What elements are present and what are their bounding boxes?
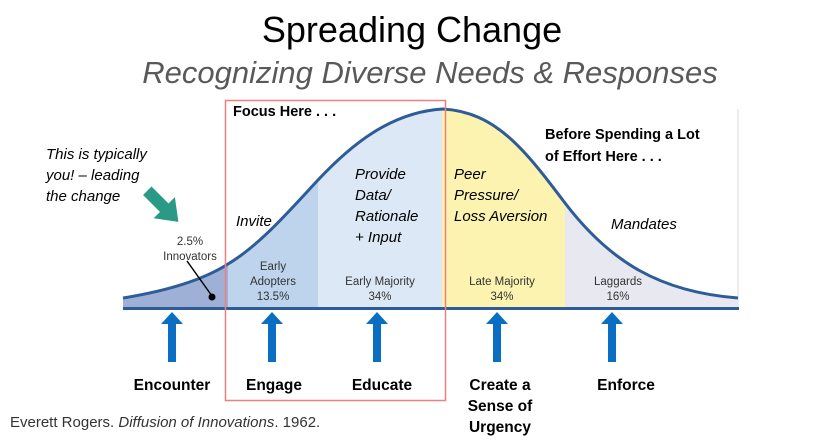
segment-label-early-majority: Early Majority 34% — [330, 275, 430, 305]
peer-line1: Peer — [454, 166, 486, 183]
action-educate: Educate — [351, 377, 413, 394]
early-adopters-name-line2: Adopters — [249, 276, 297, 288]
strategy-peer-pressure: Peer Pressure/ Loss Aversion — [454, 164, 547, 227]
citation-author: Everett Rogers. — [10, 414, 119, 431]
urgency-line3: Urgency — [468, 419, 532, 436]
early-majority-percent: 34% — [368, 291, 392, 303]
peer-line3: Loss Aversion — [454, 208, 548, 225]
teal-arrow-icon — [143, 186, 179, 222]
focus-here-label: Focus Here . . . — [233, 104, 337, 120]
up-arrow-icon-engage — [261, 312, 283, 362]
urgency-line1: Create a — [469, 377, 531, 394]
strategy-invite: Invite — [236, 213, 272, 230]
up-arrow-icon-educate — [366, 312, 388, 362]
innovators-name: Innovators — [163, 251, 217, 263]
up-arrow-icon-encounter — [161, 312, 183, 362]
you-note-line1: This is typically — [46, 146, 147, 163]
citation: Everett Rogers. Diffusion of Innovations… — [10, 414, 320, 431]
page-title: Spreading Change — [261, 9, 563, 50]
before-spending-line1: Before Spending a Lot — [545, 127, 700, 143]
before-spending-label: Before Spending a Lot of Effort Here . .… — [545, 124, 700, 168]
provide-line3: Rationale — [355, 208, 419, 225]
laggards-name: Laggards — [594, 276, 642, 288]
provide-line4: + Input — [355, 229, 402, 246]
page-subtitle: Recognizing Diverse Needs & Responses — [142, 55, 718, 90]
up-arrow-icon-urgency — [486, 312, 508, 362]
action-enforce: Enforce — [597, 377, 655, 394]
laggards-percent: 16% — [606, 291, 630, 303]
provide-line2: Data/ — [355, 187, 391, 204]
baseline — [123, 307, 739, 310]
provide-line1: Provide — [355, 166, 406, 183]
action-engage: Engage — [246, 377, 302, 394]
early-majority-name: Early Majority — [345, 276, 415, 288]
bell-curve-line — [122, 107, 739, 300]
early-adopters-name-line1: Early — [259, 261, 287, 273]
strategy-provide-data: Provide Data/ Rationale + Input — [355, 164, 418, 248]
segment-label-laggards: Laggards 16% — [568, 275, 668, 305]
strategy-mandates: Mandates — [611, 216, 677, 233]
segment-label-late-majority: Late Majority 34% — [452, 275, 552, 305]
segment-label-early-adopters: Early Adopters 13.5% — [233, 260, 313, 305]
late-majority-name: Late Majority — [469, 276, 535, 288]
focus-box — [224, 99, 447, 402]
before-spending-line2: of Effort Here . . . — [545, 149, 662, 165]
citation-year: . 1962. — [274, 414, 321, 431]
early-adopters-percent: 13.5% — [256, 291, 290, 303]
late-majority-percent: 34% — [490, 291, 514, 303]
action-create-urgency: Create a Sense of Urgency — [450, 375, 550, 438]
peer-line2: Pressure/ — [454, 187, 519, 204]
you-note-line3: the change — [46, 188, 121, 205]
innovators-percent: 2.5% — [176, 236, 204, 248]
you-note: This is typically you! – leading the cha… — [46, 144, 147, 207]
segment-label-innovators: 2.5% Innovators — [150, 235, 230, 265]
citation-work: Diffusion of Innovations — [118, 414, 275, 431]
action-encounter: Encounter — [133, 377, 211, 394]
you-note-line2: you! – leading — [46, 167, 140, 184]
up-arrow-icon-enforce — [601, 312, 623, 362]
innovators-pointer-dot — [208, 293, 216, 301]
urgency-line2: Sense of — [467, 398, 533, 415]
